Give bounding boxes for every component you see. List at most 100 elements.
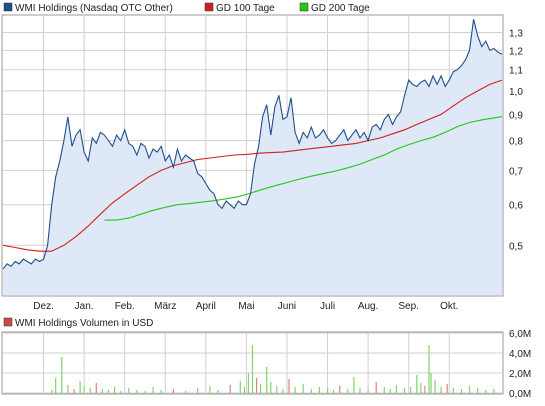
volume-y-tick-label: 2,0M <box>509 369 531 380</box>
x-tick-label: Aug. <box>358 301 379 312</box>
volume-bar <box>55 378 57 393</box>
volume-bar <box>217 390 219 393</box>
volume-bar <box>446 384 448 393</box>
y-tick-label: 1,2 <box>509 46 523 57</box>
volume-bar <box>243 387 245 393</box>
volume-bar <box>256 378 258 393</box>
volume-bar <box>416 375 418 393</box>
volume-bar <box>395 385 398 393</box>
volume-y-tick-label: 6,0M <box>509 329 531 340</box>
volume-bar <box>51 390 53 393</box>
volume-bar <box>89 388 91 393</box>
volume-bar <box>270 382 272 393</box>
volume-bar <box>114 387 116 393</box>
volume-y-tick-label: 0,0M <box>509 389 531 400</box>
volume-bar <box>260 384 262 393</box>
price-frame <box>1 14 504 297</box>
y-tick-label: 0,6 <box>509 201 523 212</box>
volume-bar <box>310 389 312 393</box>
volume-bars <box>51 345 495 393</box>
volume-bar <box>247 373 249 393</box>
y-tick-label: 1,1 <box>509 66 523 77</box>
series-line-price <box>2 19 503 270</box>
price-area <box>3 19 502 295</box>
volume-bar <box>294 387 296 393</box>
volume-bar <box>375 382 377 393</box>
volume-bar <box>61 357 63 393</box>
x-tick-label: Jan. <box>75 301 94 312</box>
volume-frame <box>1 331 504 395</box>
volume-bar <box>107 390 110 393</box>
legend-swatch-volume <box>3 317 13 327</box>
volume-bar <box>83 386 85 393</box>
x-tick-label: Okt. <box>440 301 458 312</box>
legend-swatch-gd100 <box>204 2 214 12</box>
volume-bar <box>79 381 81 393</box>
volume-bar <box>410 387 412 393</box>
volume-bar <box>468 386 471 393</box>
volume-bar <box>172 389 174 393</box>
volume-bar <box>276 386 278 393</box>
volume-bar <box>452 388 454 393</box>
y-tick-label: 1,0 <box>509 87 523 98</box>
volume-panel: 0,0M 2,0M 4,0M 6,0M <box>1 329 531 400</box>
volume-bar <box>101 389 103 393</box>
volume-legend: WMI Holdings Volumen in USD <box>3 317 153 329</box>
price-panel: 0,5 0,6 0,7 0,8 0,9 1,0 1,1 1,2 1,3 Dez. Jan. Feb.… <box>1 14 523 312</box>
price-y-axis: 0,5 0,6 0,7 0,8 0,9 1,0 1,1 1,2 1,3 <box>509 29 523 253</box>
x-tick-label: Mai <box>238 301 254 312</box>
legend-swatch-gd200 <box>299 2 309 12</box>
legend-label-gd200: GD 200 Tage <box>311 3 370 14</box>
y-tick-label: 0,7 <box>509 166 523 177</box>
legend-label-price: WMI Holdings (Nasdaq OTC Other) <box>15 3 173 14</box>
volume-bar <box>477 388 479 393</box>
volume-bar <box>493 389 495 393</box>
x-tick-label: März <box>154 301 176 312</box>
volume-bar <box>185 391 187 393</box>
volume-bar <box>404 388 406 393</box>
x-tick-label: Feb. <box>115 301 135 312</box>
volume-bar <box>136 390 138 393</box>
volume-y-axis: 0,0M 2,0M 4,0M 6,0M <box>509 329 531 400</box>
series-line-gd100 <box>2 79 503 252</box>
volume-bar <box>73 389 75 393</box>
volume-bar <box>251 345 254 393</box>
y-tick-label: 1,3 <box>509 29 523 40</box>
y-tick-label: 0,8 <box>509 137 523 148</box>
volume-bar <box>353 377 355 393</box>
price-x-axis: Dez. Jan. Feb. März April Mai Juni Juli Aug. Sep.… <box>33 301 458 312</box>
y-tick-label: 0,5 <box>509 241 523 252</box>
volume-bar <box>144 391 146 393</box>
volume-bar <box>239 381 241 393</box>
legend-swatch-price <box>3 2 13 12</box>
volume-bar <box>128 388 130 393</box>
volume-bar <box>197 388 199 393</box>
volume-bar <box>430 373 432 393</box>
x-tick-label: Juli <box>320 301 335 312</box>
volume-bar <box>424 386 426 393</box>
legend-label-gd100: GD 100 Tage <box>216 3 275 14</box>
volume-y-tick-label: 4,0M <box>509 349 531 360</box>
volume-bar <box>333 390 335 393</box>
volume-bar <box>302 384 304 393</box>
volume-bar <box>160 390 162 393</box>
volume-bar <box>389 389 391 393</box>
volume-bar <box>428 345 430 393</box>
x-tick-label: Sep. <box>398 301 419 312</box>
x-tick-label: April <box>196 301 216 312</box>
volume-bar <box>347 389 349 393</box>
volume-bar <box>95 383 97 393</box>
volume-bar <box>229 385 231 393</box>
volume-bar <box>339 386 341 393</box>
volume-bar <box>266 367 268 393</box>
y-tick-label: 0,9 <box>509 110 523 121</box>
volume-bar <box>288 379 290 393</box>
legend-label-volume: WMI Holdings Volumen in USD <box>15 318 153 329</box>
series-line-gd200 <box>104 116 503 221</box>
x-tick-label: Dez. <box>33 301 54 312</box>
volume-bar <box>152 387 154 393</box>
volume-bar <box>327 388 329 393</box>
volume-bar <box>485 390 487 393</box>
volume-bar <box>434 380 436 393</box>
